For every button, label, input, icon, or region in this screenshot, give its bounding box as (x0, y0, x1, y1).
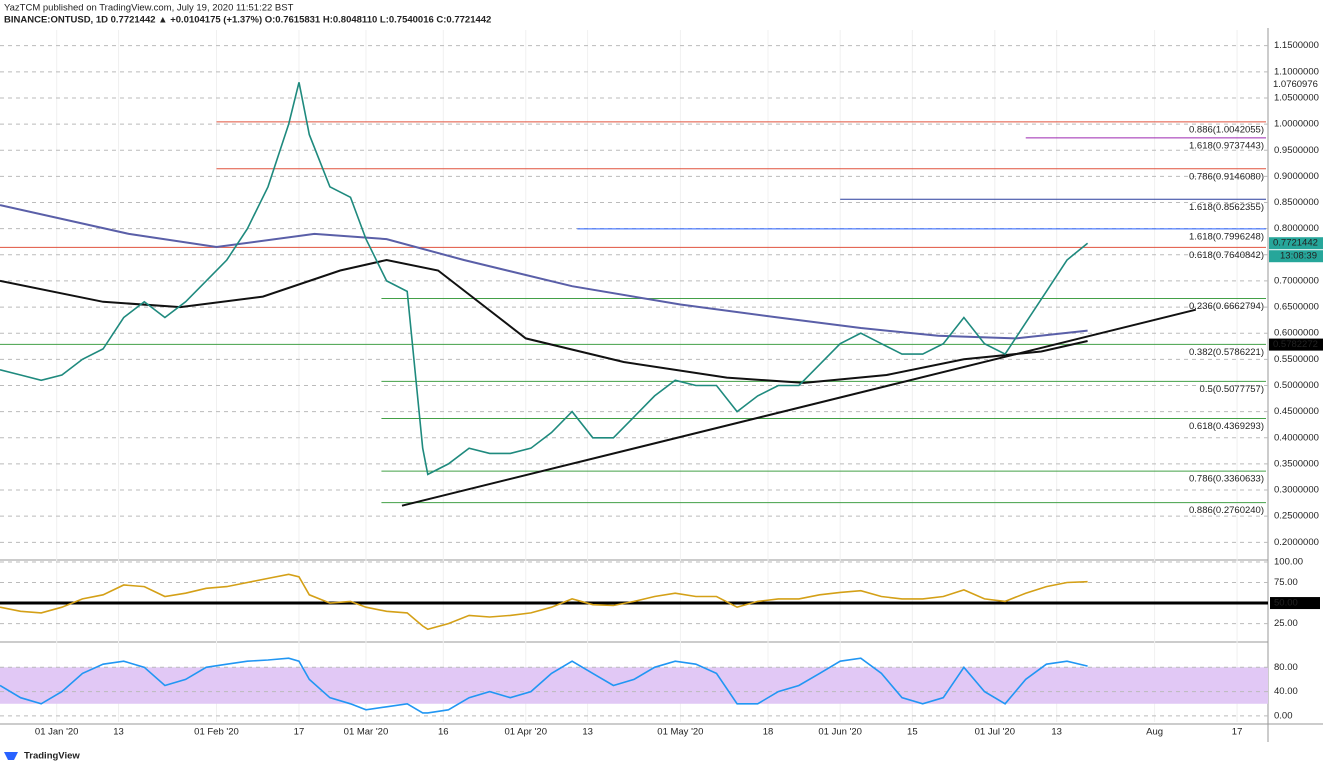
y-tick-label: 0.2000000 (1274, 537, 1319, 548)
series-line (0, 657, 1088, 714)
y-tick-label: 0.7000000 (1274, 275, 1319, 286)
fib-label: 0.786(0.9146080) (1189, 171, 1264, 182)
x-tick-label: 16 (438, 727, 449, 738)
y-tick-label: 0.00 (1274, 710, 1293, 721)
moving-average (0, 258, 1088, 384)
brand: TradingView (24, 751, 80, 762)
trendline (401, 308, 1197, 507)
price-tag (1269, 338, 1323, 351)
countdown-tag (1269, 250, 1323, 263)
fib-label: 0.618(0.4369293) (1189, 421, 1264, 432)
x-tick-label: 13 (1051, 727, 1062, 738)
x-tick-label: 17 (294, 727, 305, 738)
y-tick-label: 0.5500000 (1274, 354, 1319, 365)
x-tick-label: 01 Jul '20 (975, 727, 1015, 738)
y-tick-label: 1.1000000 (1274, 66, 1319, 77)
y-tick-label: 0.2500000 (1274, 511, 1319, 522)
y-tick-label: 80.00 (1274, 662, 1298, 673)
x-tick-label: 01 Feb '20 (194, 727, 239, 738)
price-tag-label: 0.5782272 (1273, 339, 1318, 350)
fib-label: 0.236(0.6662794) (1189, 301, 1264, 312)
y-tick-label: 0.9000000 (1274, 171, 1319, 182)
symbol-line: BINANCE:ONTUSD, 1D 0.7721442 ▲ +0.010417… (4, 15, 491, 26)
y-tick-label: 25.00 (1274, 618, 1298, 629)
x-tick-label: 01 Jun '20 (818, 727, 862, 738)
y-tick-label: 0.8000000 (1274, 223, 1319, 234)
publisher: YazTCM published on TradingView.com, Jul… (4, 3, 294, 14)
countdown: 13:08:39 (1280, 251, 1317, 262)
brand-logo (4, 752, 18, 760)
x-tick-label: 18 (763, 727, 774, 738)
y-tick-label: 1.0000000 (1274, 119, 1319, 130)
price-tag (1269, 237, 1323, 250)
price-tag (1269, 78, 1323, 91)
y-tick-label: 0.6500000 (1274, 302, 1319, 313)
y-tick-label: 0.4000000 (1274, 432, 1319, 443)
y-tick-label: 1.1500000 (1274, 40, 1319, 51)
series-line (0, 573, 1088, 631)
fib-label: 1.618(0.7996248) (1189, 231, 1264, 242)
fib-label: 1.618(0.8562355) (1189, 202, 1264, 213)
y-tick-label: 0.3000000 (1274, 485, 1319, 496)
level-tag (1270, 597, 1320, 610)
x-tick-label: 01 Jan '20 (35, 727, 79, 738)
stoch-band (0, 667, 1268, 704)
x-tick-label: 17 (1232, 727, 1243, 738)
x-tick-label: 01 Apr '20 (505, 727, 548, 738)
y-tick-label: 0.6000000 (1274, 328, 1319, 339)
fib-label: 0.886(0.2760240) (1189, 505, 1264, 516)
x-tick-label: 01 Mar '20 (344, 727, 389, 738)
y-tick-label: 50.00 (1274, 598, 1298, 609)
fib-label: 1.618(0.9737443) (1189, 140, 1264, 151)
x-tick-label: 01 May '20 (657, 727, 703, 738)
y-tick-label: 40.00 (1274, 686, 1298, 697)
x-tick-label: 13 (113, 727, 124, 738)
y-tick-label: 75.00 (1274, 577, 1298, 588)
y-tick-label: 0.8500000 (1274, 197, 1319, 208)
series-line (0, 82, 1089, 476)
y-tick-label: 0.9500000 (1274, 145, 1319, 156)
fib-label: 0.5(0.5077757) (1200, 384, 1264, 395)
y-tick-label: 100.00 (1274, 557, 1303, 568)
price-tag-label: 0.7721442 (1273, 238, 1318, 249)
fib-label: 0.886(1.0042055) (1189, 124, 1264, 135)
fib-label: 0.786(0.3360633) (1189, 474, 1264, 485)
fib-label: 0.382(0.5786221) (1189, 347, 1264, 358)
fib-label: 0.618(0.7640842) (1189, 250, 1264, 261)
x-tick-label: 15 (907, 727, 918, 738)
y-tick-label: 1.0500000 (1274, 92, 1319, 103)
y-tick-label: 0.5000000 (1274, 380, 1319, 391)
moving-average (0, 204, 1088, 340)
y-tick-label: 0.3500000 (1274, 458, 1319, 469)
x-tick-label: 13 (582, 727, 593, 738)
y-tick-label: 0.4500000 (1274, 406, 1319, 417)
price-tag-label: 1.0760976 (1273, 79, 1318, 90)
x-tick-label: Aug (1146, 727, 1163, 738)
